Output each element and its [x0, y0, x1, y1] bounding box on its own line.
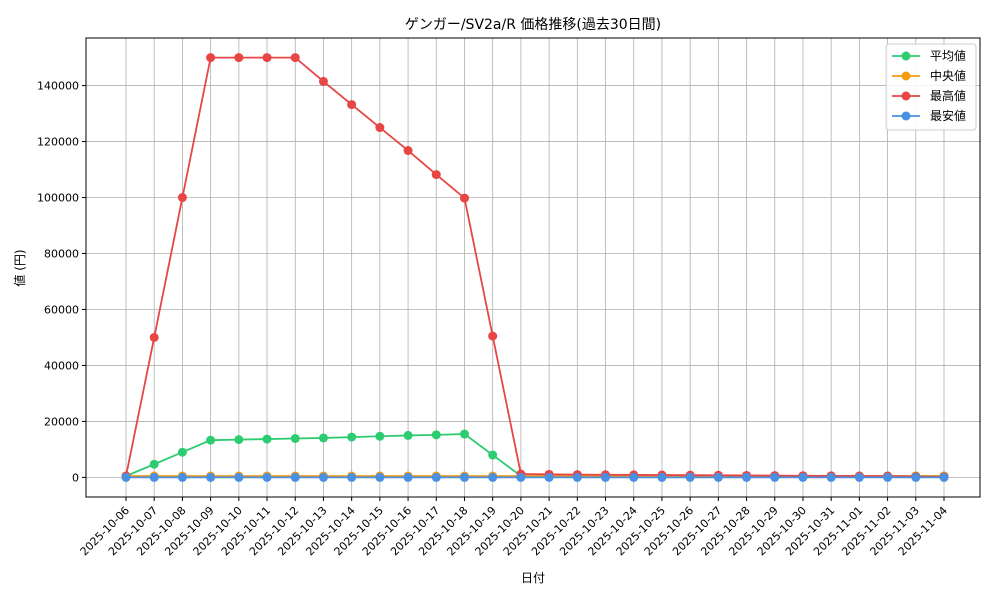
- y-axis: 0 20000 40000 60000 80000 100000 120000 140000: [37, 80, 86, 484]
- data-point: [854, 472, 864, 482]
- data-point: [149, 459, 159, 469]
- data-point: [431, 430, 441, 440]
- data-point: [403, 472, 413, 482]
- data-point: [826, 472, 836, 482]
- data-point: [911, 472, 921, 482]
- data-point: [685, 472, 695, 482]
- data-point: [375, 472, 385, 482]
- legend-swatch-marker: [901, 51, 911, 61]
- data-point: [149, 332, 159, 342]
- data-point: [262, 434, 272, 444]
- legend-label: 平均値: [930, 48, 966, 63]
- data-point: [403, 430, 413, 440]
- y-tick-label: 60000: [44, 303, 79, 316]
- data-point: [798, 472, 808, 482]
- data-point: [177, 472, 187, 482]
- data-point: [234, 53, 244, 63]
- data-point: [770, 472, 780, 482]
- data-point: [177, 447, 187, 457]
- legend-label: 最安値: [930, 108, 966, 123]
- data-point: [403, 146, 413, 156]
- grid-lines: [86, 38, 980, 497]
- data-point: [459, 472, 469, 482]
- data-point: [939, 472, 949, 482]
- data-point: [657, 472, 667, 482]
- data-point: [375, 431, 385, 441]
- data-point: [290, 53, 300, 63]
- y-tick-label: 80000: [44, 248, 79, 261]
- data-point: [318, 472, 328, 482]
- legend-label: 最高値: [930, 88, 966, 103]
- y-tick-label: 40000: [44, 359, 79, 372]
- data-point: [601, 472, 611, 482]
- data-point: [629, 472, 639, 482]
- data-point: [488, 472, 498, 482]
- data-point: [713, 472, 723, 482]
- chart-title: ゲンガー/SV2a/R 価格推移(過去30日間): [405, 17, 661, 33]
- legend-swatch-marker: [901, 111, 911, 121]
- data-point: [431, 170, 441, 180]
- data-point: [375, 123, 385, 133]
- series-line: [125, 56, 945, 478]
- data-point: [149, 472, 159, 482]
- data-point: [347, 100, 357, 110]
- y-tick-label: 140000: [37, 80, 79, 93]
- data-point: [459, 429, 469, 439]
- data-point: [234, 472, 244, 482]
- legend-swatch-marker: [901, 91, 911, 101]
- data-point: [290, 472, 300, 482]
- data-point: [347, 472, 357, 482]
- data-point: [206, 472, 216, 482]
- data-point: [177, 193, 187, 203]
- x-axis: 2025-10-062025-10-072025-10-082025-10-09…: [78, 497, 950, 558]
- data-point: [318, 76, 328, 86]
- data-point: [516, 472, 526, 482]
- data-point: [347, 432, 357, 442]
- y-tick-label: 20000: [44, 415, 79, 428]
- legend-label: 中央値: [930, 68, 966, 83]
- data-point: [262, 53, 272, 63]
- legend-swatch-marker: [901, 71, 911, 81]
- data-point: [121, 472, 131, 482]
- y-tick-label: 120000: [37, 136, 79, 149]
- x-axis-label: 日付: [521, 571, 545, 585]
- data-point: [290, 434, 300, 444]
- data-point: [459, 193, 469, 203]
- data-point: [488, 450, 498, 460]
- series-4: [121, 472, 949, 482]
- data-point: [544, 472, 554, 482]
- data-point: [206, 435, 216, 445]
- data-point: [742, 472, 752, 482]
- data-point: [572, 472, 582, 482]
- legend-box: [885, 43, 977, 131]
- series-3: [121, 53, 949, 482]
- data-point: [262, 472, 272, 482]
- y-axis-label: 値 (円): [12, 249, 27, 286]
- data-point: [431, 472, 441, 482]
- series-1: [121, 429, 949, 481]
- plot-frame: [85, 37, 981, 498]
- data-point: [206, 53, 216, 63]
- series-line: [125, 433, 944, 477]
- data-point: [318, 433, 328, 443]
- series-layer: [121, 53, 949, 482]
- data-point: [883, 472, 893, 482]
- data-point: [488, 331, 498, 341]
- y-tick-label: 100000: [37, 192, 79, 205]
- data-point: [234, 435, 244, 445]
- y-tick-label: 0: [72, 471, 79, 484]
